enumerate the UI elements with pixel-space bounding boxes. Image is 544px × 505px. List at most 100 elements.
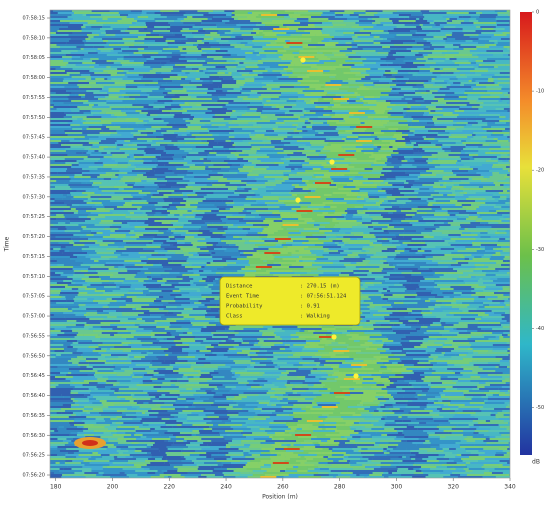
heatmap-cell [172,32,192,34]
heatmap-cell [356,156,369,158]
heatmap-cell [505,64,510,66]
heatmap-cell [136,238,153,240]
heatmap-cell [351,228,374,230]
heatmap-cell [422,54,428,56]
heatmap-cell [433,58,446,60]
heatmap-cell [218,126,229,128]
heatmap-cell [468,178,473,180]
heatmap-cell [154,12,163,14]
heatmap-cell [73,266,91,268]
heatmap-cell [404,250,410,252]
heatmap-cell [85,280,91,282]
heatmap-cell [125,278,149,280]
heatmap-cell [252,190,267,192]
heatmap-cell [405,114,424,116]
heatmap-cell [213,38,221,40]
heatmap-cell [416,292,432,294]
heatmap-cell [102,166,128,168]
heatmap-cell [129,212,135,214]
heatmap-cell [438,264,451,266]
heatmap-cell [266,190,291,192]
heatmap-cell [109,128,134,130]
heatmap-cell [503,50,510,52]
heatmap-cell [356,150,362,152]
heatmap-cell [384,112,388,114]
heatmap-cell [309,110,333,112]
heatmap-cell [128,232,135,234]
heatmap-cell [73,212,78,214]
heatmap-cell [310,92,328,94]
heatmap-cell [293,130,303,132]
heatmap-cell [189,166,206,168]
heatmap-cell [258,198,279,200]
heatmap-cell [324,216,345,218]
heatmap-cell [95,246,119,248]
heatmap-cell [462,28,483,30]
heatmap-cell [433,274,444,276]
heatmap-cell [165,40,175,42]
heatmap-cell [265,68,284,70]
heatmap-cell [56,84,78,86]
heatmap-cell [63,102,84,104]
heatmap-cell [302,242,315,244]
heatmap-cell [147,28,167,30]
heatmap-cell [62,198,72,200]
heatmap-cell [130,132,141,134]
heatmap-cell [55,92,72,94]
heatmap-cell [316,64,340,66]
heatmap-cell [67,16,91,18]
heatmap-cell [329,192,333,194]
heatmap-cell [114,114,127,116]
heatmap-cell [284,112,305,114]
heatmap-cell [192,268,217,270]
heatmap-cell [332,240,343,242]
heatmap-cell [429,10,440,12]
heatmap-cell [394,76,404,78]
heatmap-cell [128,144,138,146]
heatmap-cell [195,78,200,80]
heatmap-cell [72,120,81,122]
heatmap-cell [331,178,350,180]
heatmap-cell [444,240,456,242]
heatmap-cell [245,112,261,114]
heatmap-cell [193,172,218,174]
heatmap-cell [224,150,237,152]
heatmap-cell [287,262,299,264]
heatmap-cell [219,34,242,36]
heatmap-cell [58,48,81,50]
heatmap-cell [369,232,389,234]
heatmap-cell [483,304,490,306]
heatmap-cell [488,68,510,70]
heatmap-cell [423,48,434,50]
heatmap-cell [204,42,210,44]
heatmap-cell [376,252,401,254]
heatmap-cell [289,192,308,194]
heatmap-cell [338,134,359,136]
heatmap-cell [245,216,255,218]
heatmap-cell [405,172,421,174]
heatmap-cell [390,78,396,80]
heatmap-cell [274,40,286,42]
heatmap-cell [122,176,147,178]
heatmap-cell [182,274,200,276]
heatmap-cell [187,184,207,186]
heatmap-cell [463,84,476,86]
heatmap-cell [237,158,244,160]
heatmap-cell [273,150,284,152]
heatmap-cell [503,46,510,48]
heatmap-cell [164,102,185,104]
heatmap-cell [66,190,77,192]
heatmap-cell [354,176,364,178]
heatmap-cell [103,292,128,294]
heatmap-cell [186,156,207,158]
heatmap-cell [254,192,271,194]
heatmap-cell [212,116,231,118]
heatmap-cell [305,182,313,184]
heatmap-cell [110,74,117,76]
heatmap-cell [304,220,315,222]
heatmap-cell [387,230,405,232]
heatmap-cell [64,130,82,132]
heatmap-cell [93,264,105,266]
heatmap-cell [262,100,267,102]
heatmap-cell [347,208,364,210]
